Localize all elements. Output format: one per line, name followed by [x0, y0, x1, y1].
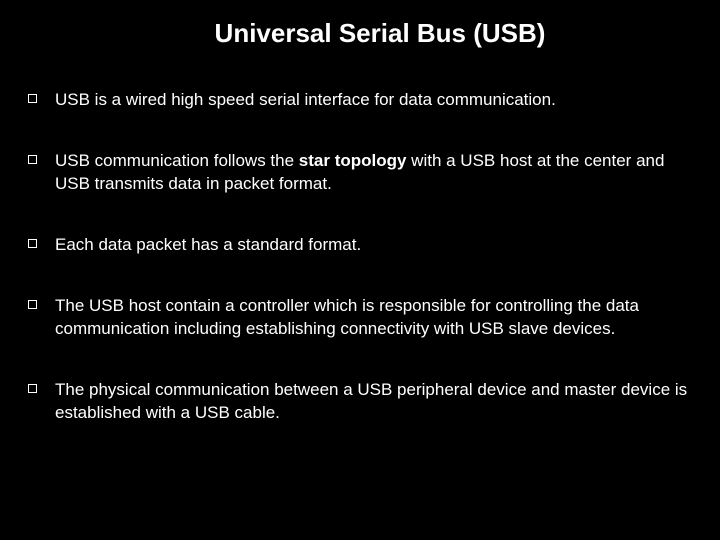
square-bullet-icon [28, 155, 37, 164]
square-bullet-icon [28, 239, 37, 248]
text-segment: USB communication follows the [55, 151, 299, 170]
list-item: The USB host contain a controller which … [28, 295, 692, 341]
list-item: Each data packet has a standard format. [28, 234, 692, 257]
bullet-text: The physical communication between a USB… [55, 379, 692, 425]
list-item: USB communication follows the star topol… [28, 150, 692, 196]
square-bullet-icon [28, 94, 37, 103]
square-bullet-icon [28, 300, 37, 309]
list-item: The physical communication between a USB… [28, 379, 692, 425]
square-bullet-icon [28, 384, 37, 393]
list-item: USB is a wired high speed serial interfa… [28, 89, 692, 112]
bullet-text: The USB host contain a controller which … [55, 295, 692, 341]
bold-text: star topology [299, 151, 407, 170]
bullet-list: USB is a wired high speed serial interfa… [28, 89, 692, 425]
slide-title: Universal Serial Bus (USB) [68, 18, 692, 49]
bullet-text: Each data packet has a standard format. [55, 234, 692, 257]
bullet-text: USB communication follows the star topol… [55, 150, 692, 196]
bullet-text: USB is a wired high speed serial interfa… [55, 89, 692, 112]
